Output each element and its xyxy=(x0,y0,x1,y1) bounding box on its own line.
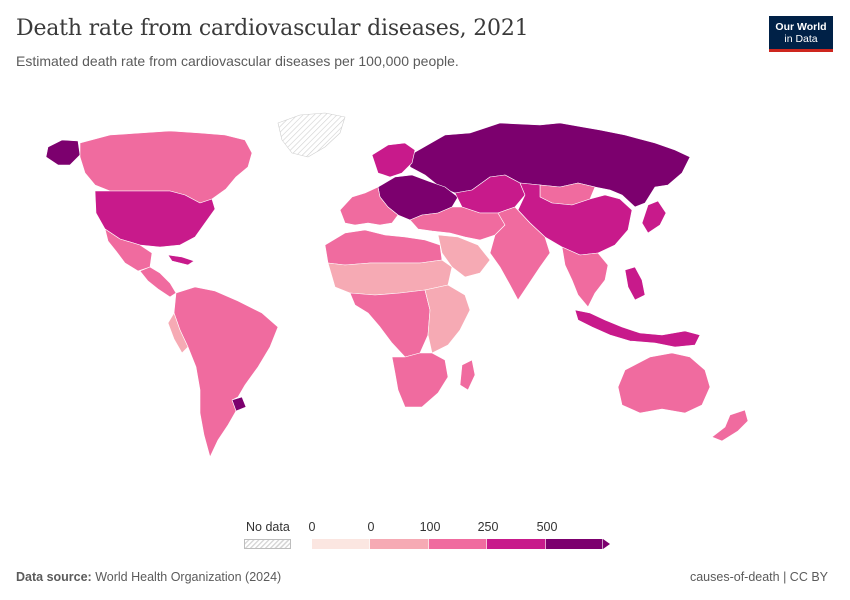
legend-bin-3[interactable] xyxy=(487,539,546,549)
license-text[interactable]: causes-of-death | CC BY xyxy=(689,570,828,584)
no-data-swatch xyxy=(244,539,291,549)
logo-line-2: in Data xyxy=(784,32,818,45)
region-philippines[interactable]: Philippines xyxy=(624,266,646,301)
region-caribbean[interactable]: Caribbean xyxy=(167,254,195,266)
region-nordics[interactable]: Nordics xyxy=(371,142,416,178)
region-east-africa[interactable]: East Africa xyxy=(424,284,471,354)
data-source: Data source: World Health Organization (… xyxy=(16,570,281,584)
legend-bin-1[interactable] xyxy=(370,539,429,549)
region-south-asia[interactable]: South Asia xyxy=(489,206,551,301)
region-mexico[interactable]: Mexico xyxy=(104,228,153,272)
data-source-link[interactable]: World Health Organization (2024) xyxy=(95,570,282,584)
region-alaska[interactable]: Alaska xyxy=(45,139,81,166)
legend-tick-0: 0 xyxy=(308,520,316,534)
legend-bin-0[interactable] xyxy=(312,539,370,549)
legend-bins xyxy=(312,539,610,549)
region-greenland[interactable]: Greenland xyxy=(277,112,346,158)
color-legend: No data 0 0 100 250 500 xyxy=(0,515,850,555)
region-australia[interactable]: Australia xyxy=(617,352,711,414)
no-data-label: No data xyxy=(246,520,290,534)
region-south-america[interactable]: South America xyxy=(173,286,279,458)
logo-line-1: Our World xyxy=(775,20,827,33)
legend-bin-2[interactable] xyxy=(429,539,487,549)
legend-tick-3: 250 xyxy=(477,520,499,534)
region-peru[interactable]: Peru xyxy=(167,312,189,354)
region-canada[interactable]: Canada xyxy=(79,130,253,204)
owid-logo[interactable]: Our World in Data xyxy=(769,16,833,52)
legend-arrow xyxy=(603,539,610,549)
region-western-europe[interactable]: Western Europe xyxy=(339,186,399,226)
legend-bin-4[interactable] xyxy=(546,539,603,549)
region-central-africa[interactable]: Central Africa xyxy=(349,289,431,358)
region-central-america[interactable]: Central America xyxy=(139,266,177,298)
region-southeast-asia[interactable]: Southeast Asia xyxy=(561,246,609,308)
region-arabian-peninsula[interactable]: Arabian Peninsula xyxy=(437,234,491,278)
region-indonesia[interactable]: Indonesia xyxy=(574,309,701,348)
region-madagascar[interactable]: Madagascar xyxy=(459,359,476,391)
legend-tick-4: 500 xyxy=(536,520,558,534)
region-new-zealand[interactable]: New Zealand xyxy=(711,409,749,442)
data-source-label: Data source: xyxy=(16,570,92,584)
chart-title: Death rate from cardiovascular diseases,… xyxy=(16,16,529,41)
chart-subtitle: Estimated death rate from cardiovascular… xyxy=(16,53,459,69)
legend-tick-2: 100 xyxy=(419,520,441,534)
legend-tick-1: 0 xyxy=(367,520,375,534)
world-map[interactable]: RussiaEastern EuropeAlaskaUruguayCanadaU… xyxy=(0,95,850,505)
region-southern-africa[interactable]: Southern Africa xyxy=(391,352,449,408)
region-japan[interactable]: Japan xyxy=(641,200,667,234)
region-north-africa[interactable]: North Africa xyxy=(324,229,443,266)
